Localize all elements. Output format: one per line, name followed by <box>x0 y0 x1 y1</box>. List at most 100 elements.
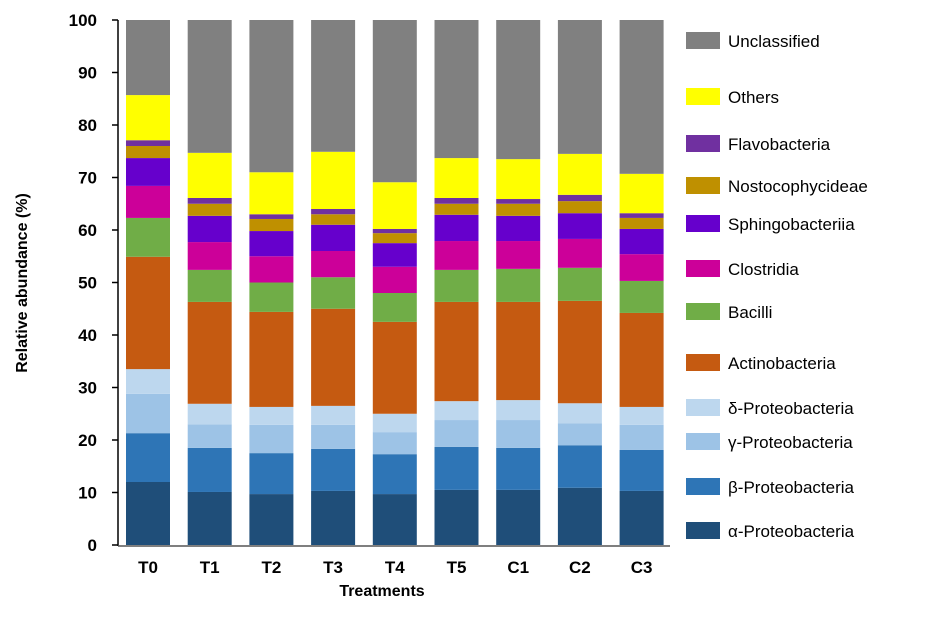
bar-segment-T1-8 <box>187 203 232 216</box>
bar-segment-T0-1 <box>126 433 170 482</box>
bar-segment-T5-10 <box>434 158 479 198</box>
legend-swatch <box>686 399 720 416</box>
bar-stack-C2 <box>557 20 602 545</box>
bar-segment-T5-8 <box>434 203 479 215</box>
bar-stack-T1 <box>187 20 232 545</box>
bar-segment-T1-0 <box>187 491 232 545</box>
y-tick-label: 100 <box>69 11 97 30</box>
bar-segment-C1-2 <box>496 420 541 448</box>
legend-item: Clostridia <box>686 260 799 279</box>
bar-segment-C3-11 <box>619 20 664 174</box>
bar-segment-T2-2 <box>249 424 294 454</box>
bar-segment-T0-2 <box>126 393 170 434</box>
legend-item: Flavobacteria <box>686 135 831 154</box>
legend-item: Sphingobacteriia <box>686 215 855 234</box>
bar-segment-T3-4 <box>311 308 356 406</box>
bar-segment-T2-7 <box>249 231 294 257</box>
bar-segment-T4-4 <box>372 321 417 414</box>
bar-segment-T5-0 <box>434 489 479 545</box>
bar-segment-C1-0 <box>496 489 541 545</box>
legend-item: Nostocophycideae <box>686 177 868 196</box>
y-ticks: 0 10 20 30 40 50 60 70 80 90 100 <box>69 11 118 555</box>
legend-swatch <box>686 478 720 495</box>
bar-segment-T3-10 <box>311 151 356 209</box>
y-tick-label: 80 <box>78 116 97 135</box>
y-axis-label: Relative abundance (%) <box>14 193 31 373</box>
bar-segment-T4-11 <box>372 20 417 183</box>
bars-group <box>126 20 664 545</box>
bar-segment-C2-6 <box>557 238 602 268</box>
bar-segment-T4-1 <box>372 454 417 495</box>
bar-segment-T0-9 <box>126 140 170 146</box>
x-tick-label: T1 <box>200 558 220 577</box>
bar-segment-T5-5 <box>434 269 479 302</box>
bar-segment-C1-3 <box>496 400 541 421</box>
bar-segment-T1-5 <box>187 269 232 302</box>
bar-segment-T5-9 <box>434 197 479 204</box>
x-tick-label: T2 <box>261 558 281 577</box>
bar-segment-C1-4 <box>496 301 541 401</box>
bar-segment-C3-4 <box>619 312 664 407</box>
bar-stack-T3 <box>311 20 356 545</box>
legend-swatch <box>686 303 720 320</box>
bar-segment-T0-3 <box>126 369 170 394</box>
bar-segment-T2-1 <box>249 453 294 495</box>
x-tick-label: T4 <box>385 558 405 577</box>
y-tick-label: 0 <box>88 536 97 555</box>
bar-segment-T1-10 <box>187 152 232 198</box>
bar-segment-C2-5 <box>557 267 602 301</box>
legend-label: Bacilli <box>728 303 772 322</box>
legend-label: Actinobacteria <box>728 354 836 373</box>
bar-segment-T3-11 <box>311 20 356 152</box>
bar-segment-T5-4 <box>434 301 479 402</box>
legend-label: Flavobacteria <box>728 135 831 154</box>
bar-segment-C3-10 <box>619 173 664 214</box>
bar-stack-T0 <box>126 20 170 545</box>
bar-segment-C1-11 <box>496 20 541 160</box>
bar-segment-C2-7 <box>557 213 602 239</box>
bar-stack-T5 <box>434 20 479 545</box>
bar-segment-T3-8 <box>311 214 356 225</box>
x-tick-label: T0 <box>138 558 158 577</box>
bar-segment-T4-3 <box>372 413 417 433</box>
bar-segment-T0-10 <box>126 95 170 141</box>
bar-stack-T4 <box>372 20 417 545</box>
y-tick-label: 70 <box>78 169 97 188</box>
bar-segment-C3-2 <box>619 424 664 450</box>
bar-segment-T3-2 <box>311 424 356 449</box>
bar-segment-C3-9 <box>619 213 664 218</box>
bar-segment-C2-10 <box>557 153 602 195</box>
legend-label: β-Proteobacteria <box>728 478 855 497</box>
bar-segment-T1-9 <box>187 197 232 204</box>
bar-segment-C3-0 <box>619 490 664 545</box>
legend-label: α-Proteobacteria <box>728 522 855 541</box>
bar-segment-T2-5 <box>249 282 294 312</box>
legend-item: Actinobacteria <box>686 354 836 373</box>
bar-segment-C2-9 <box>557 194 602 202</box>
bar-segment-T4-7 <box>372 243 417 267</box>
bar-segment-T5-2 <box>434 420 479 447</box>
bar-segment-C3-6 <box>619 254 664 281</box>
bar-segment-C2-11 <box>557 20 602 154</box>
legend-item: γ-Proteobacteria <box>686 433 853 452</box>
x-tick-label: C1 <box>507 558 529 577</box>
legend-label: δ-Proteobacteria <box>728 399 854 418</box>
legend-item: β-Proteobacteria <box>686 478 855 497</box>
bar-segment-C1-5 <box>496 268 541 302</box>
x-ticks: T0 T1 T2 T3 T4 T5 C1 C2 C3 <box>138 558 652 577</box>
x-tick-label: T3 <box>323 558 343 577</box>
y-tick-label: 20 <box>78 431 97 450</box>
bar-segment-C1-9 <box>496 199 541 204</box>
bar-segment-C2-8 <box>557 201 602 214</box>
bar-segment-C2-0 <box>557 487 602 545</box>
bar-segment-C2-3 <box>557 403 602 424</box>
bar-segment-T4-9 <box>372 228 417 234</box>
bar-segment-C3-1 <box>619 449 664 491</box>
bar-segment-T2-10 <box>249 172 294 215</box>
x-tick-label: T5 <box>447 558 467 577</box>
bar-segment-T0-4 <box>126 256 170 370</box>
bar-segment-T0-11 <box>126 20 170 96</box>
bar-segment-C1-1 <box>496 447 541 490</box>
bar-segment-C2-2 <box>557 423 602 446</box>
bar-segment-T1-11 <box>187 20 232 153</box>
